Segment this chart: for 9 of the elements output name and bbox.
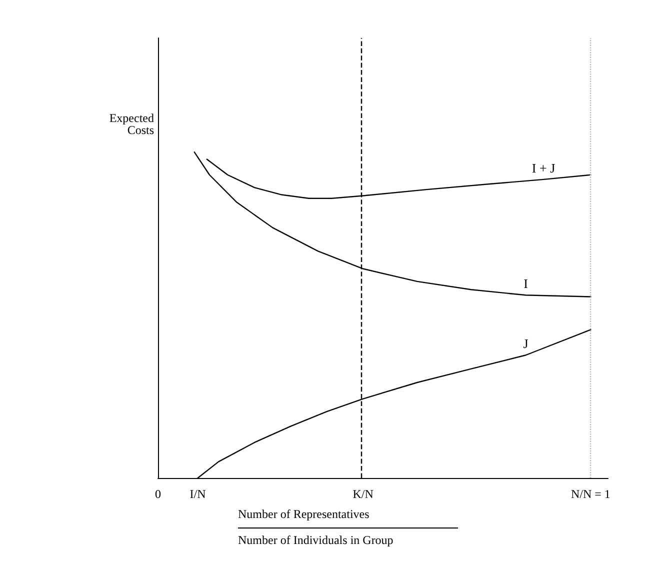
x-tick-label: 0 xyxy=(155,487,161,501)
x-tick-label: N/N = 1 xyxy=(570,487,610,501)
series-label: J xyxy=(523,336,528,352)
y-axis-title: Expected Costs xyxy=(109,111,154,138)
series-label: I + J xyxy=(532,160,556,176)
x-axis-title: Number of Representatives Number of Individuals in Group xyxy=(238,507,394,547)
x-tick-label: I/N xyxy=(190,487,206,501)
series-label: I xyxy=(524,276,528,292)
x-tick-label: K/N xyxy=(352,487,374,501)
